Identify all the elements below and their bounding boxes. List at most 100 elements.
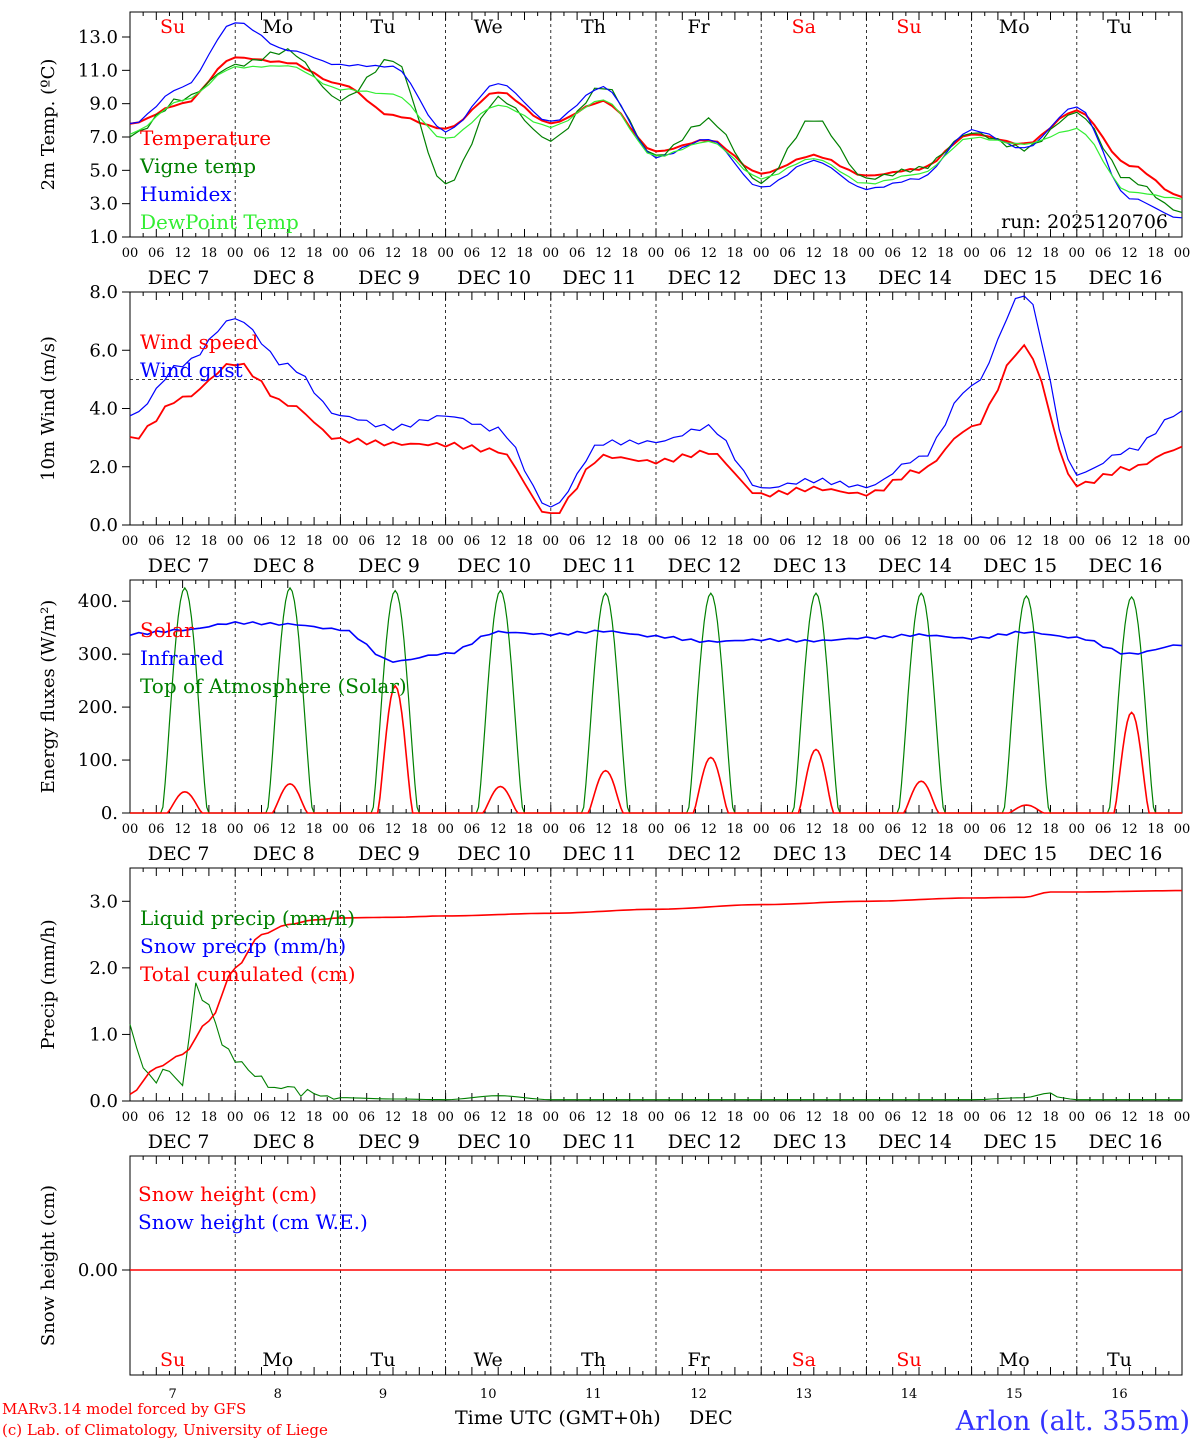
hour-tick-label: 18 (516, 1110, 533, 1125)
hour-tick-label: 06 (884, 534, 901, 549)
hour-tick-label: 06 (779, 822, 796, 837)
hour-tick-label: 06 (990, 1110, 1007, 1125)
day-label: DEC 8 (253, 267, 315, 289)
y-tick-label: 200. (78, 697, 118, 718)
hour-tick-label: 06 (358, 534, 375, 549)
y-axis-label: Precip (mm/h) (38, 919, 59, 1049)
day-label: DEC 16 (1088, 843, 1162, 865)
hour-tick-label: 18 (516, 246, 533, 261)
series-line-dewpoint-temp (129, 65, 1183, 200)
y-tick-label: 0.00 (78, 1260, 118, 1281)
y-tick-label: 7.0 (89, 127, 118, 148)
hour-tick-label: 18 (1042, 246, 1059, 261)
hour-tick-label: 06 (779, 534, 796, 549)
day-label: DEC 10 (457, 267, 531, 289)
day-label: DEC 13 (773, 267, 847, 289)
hour-tick-label: 12 (911, 534, 928, 549)
series-line-wind-gust (129, 295, 1183, 508)
day-number: 10 (480, 1387, 497, 1402)
day-label: DEC 15 (983, 555, 1057, 577)
hour-tick-label: 00 (543, 246, 560, 261)
hour-tick-label: 06 (884, 822, 901, 837)
hour-tick-label: 18 (621, 534, 638, 549)
panel-5: Snow height (cm) (38, 1155, 1183, 1376)
day-label: DEC 8 (253, 843, 315, 865)
day-number: 11 (585, 1387, 602, 1402)
y-tick-label: 1.0 (89, 1024, 118, 1045)
hour-tick-label: 00 (437, 822, 454, 837)
hour-tick-label: 18 (306, 822, 323, 837)
hour-tick-label: 12 (1121, 246, 1138, 261)
hour-tick-label: 00 (227, 822, 244, 837)
hour-tick-label: 00 (122, 822, 139, 837)
hour-tick-label: 12 (700, 246, 717, 261)
weekday-label: Mo (262, 16, 293, 38)
hour-tick-label: 00 (963, 534, 980, 549)
hour-tick-label: 06 (779, 1110, 796, 1125)
hour-tick-label: 12 (280, 246, 297, 261)
day-number: 16 (1111, 1387, 1128, 1402)
hour-tick-label: 00 (1069, 534, 1086, 549)
hour-tick-label: 12 (1121, 1110, 1138, 1125)
hour-tick-label: 18 (201, 534, 218, 549)
hour-tick-label: 12 (911, 1110, 928, 1125)
hour-tick-label: 12 (806, 246, 823, 261)
day-number: 12 (690, 1387, 707, 1402)
series-line-temperature (129, 56, 1183, 198)
day-number: 14 (901, 1387, 918, 1402)
hour-tick-label: 00 (1174, 246, 1191, 261)
hour-tick-label: 18 (1147, 1110, 1164, 1125)
hour-tick-label: 00 (122, 1110, 139, 1125)
y-tick-label: 9.0 (89, 94, 118, 115)
hour-tick-label: 18 (937, 246, 954, 261)
hour-tick-label: 00 (227, 534, 244, 549)
hour-tick-label: 06 (569, 1110, 586, 1125)
hour-tick-label: 00 (437, 246, 454, 261)
hour-tick-label: 00 (332, 246, 349, 261)
hour-tick-label: 18 (411, 822, 428, 837)
hour-tick-label: 12 (280, 534, 297, 549)
hour-tick-label: 00 (1069, 246, 1086, 261)
hour-tick-label: 12 (385, 534, 402, 549)
hour-tick-label: 12 (385, 1110, 402, 1125)
hour-tick-label: 06 (464, 1110, 481, 1125)
hour-tick-label: 18 (832, 822, 849, 837)
hour-tick-label: 12 (490, 534, 507, 549)
weekday-label: Su (160, 1349, 185, 1371)
hour-tick-label: 06 (1095, 534, 1112, 549)
legend-entry: Total cumulated (cm) (140, 962, 356, 986)
day-label: DEC 8 (253, 555, 315, 577)
weekday-label: Tu (371, 16, 396, 38)
weekday-label: Tu (1107, 1349, 1132, 1371)
hour-tick-label: 06 (253, 246, 270, 261)
legend-entry: Liquid precip (mm/h) (140, 906, 355, 930)
weekday-label: Su (160, 16, 185, 38)
day-label: DEC 11 (562, 843, 636, 865)
day-label: DEC 9 (358, 555, 420, 577)
day-label: DEC 14 (878, 267, 952, 289)
hour-tick-label: 00 (858, 534, 875, 549)
hour-tick-label: 00 (963, 246, 980, 261)
hour-tick-label: 18 (621, 822, 638, 837)
day-label: DEC 15 (983, 843, 1057, 865)
y-tick-label: 100. (78, 750, 118, 771)
hour-tick-label: 00 (227, 246, 244, 261)
panel-4: Precip (mm/h) 00 06 12 18 00 06 12 18 00 06 12 18 00 0… (38, 867, 1190, 1153)
hour-tick-label: 18 (1042, 1110, 1059, 1125)
weekday-label: Th (581, 16, 606, 38)
y-tick-label: 400. (78, 591, 118, 612)
legend-entry: Snow height (cm) (138, 1182, 317, 1206)
legend-entry: Humidex (140, 182, 232, 206)
hour-tick-label: 00 (1174, 534, 1191, 549)
hour-tick-label: 00 (858, 246, 875, 261)
hour-tick-label: 18 (727, 534, 744, 549)
hour-tick-label: 06 (569, 246, 586, 261)
panel-3: Energy fluxes (W/m²) 00 06 12 18 00 06 12 18 00 06… (38, 579, 1190, 865)
legend-entry: Solar (140, 618, 194, 642)
legend-entry: Wind speed (140, 330, 258, 354)
day-label: DEC 10 (457, 555, 531, 577)
day-number: 13 (796, 1387, 813, 1402)
panel-1: 2m Temp. (ºC) 00 06 12 18 00 06 12 18 00 06 12 18 00 0… (38, 11, 1191, 289)
y-tick-label: 3.0 (89, 194, 118, 215)
hour-tick-label: 12 (385, 822, 402, 837)
